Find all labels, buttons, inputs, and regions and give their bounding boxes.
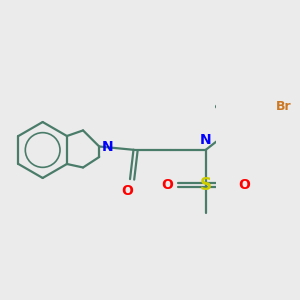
Text: S: S <box>200 176 211 194</box>
Text: O: O <box>161 178 173 192</box>
Text: Br: Br <box>276 100 292 113</box>
Text: O: O <box>238 178 250 192</box>
Text: N: N <box>200 133 212 147</box>
Text: N: N <box>101 140 113 154</box>
Text: O: O <box>121 184 133 198</box>
